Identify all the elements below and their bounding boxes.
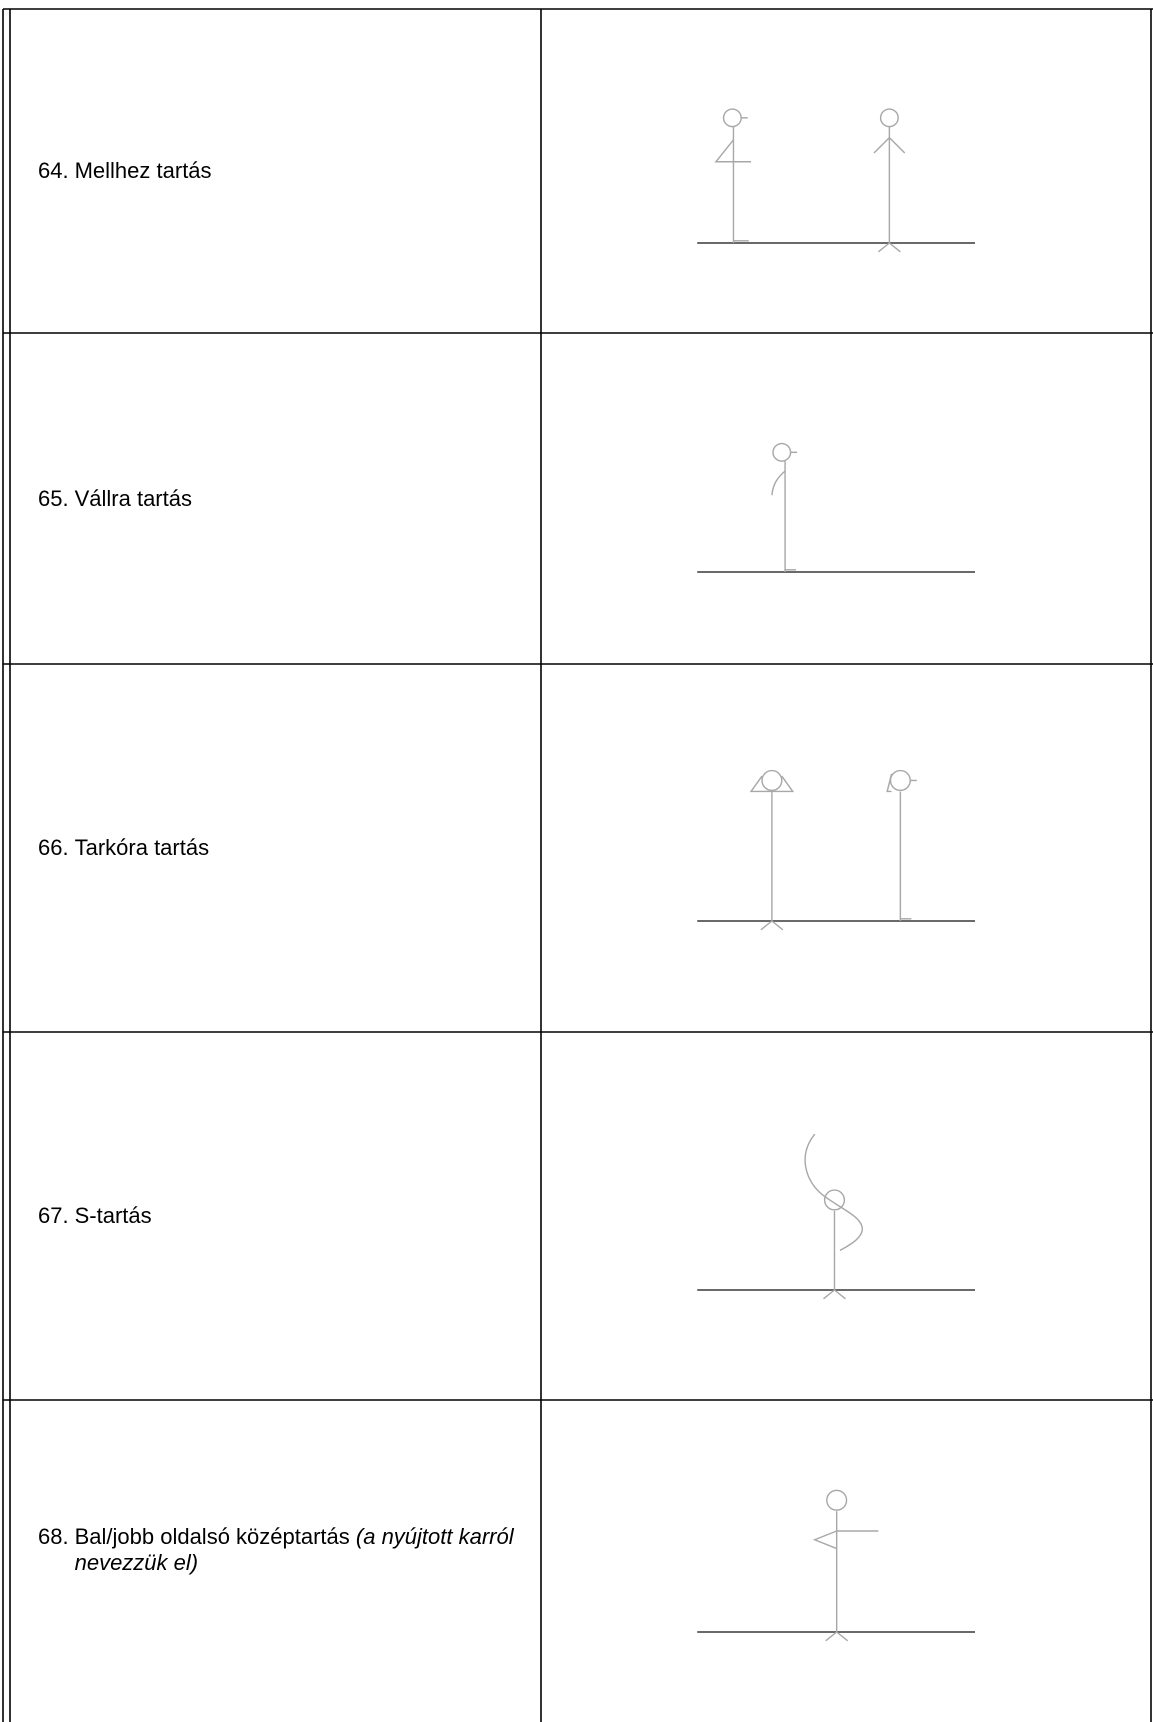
- table-cell: 67. S-tartás: [38, 1032, 518, 1400]
- item-text: S-tartás: [74, 1203, 152, 1228]
- item-number: 68.: [38, 1524, 69, 1549]
- item-text: Mellhez tartás: [74, 158, 212, 183]
- figure-drawing: [697, 769, 976, 931]
- table-cell: 68. Bal/jobb oldalsó középtartás (a nyújt…: [38, 1400, 518, 1700]
- item-text: Bal/jobb oldalsó középtartás: [74, 1524, 350, 1549]
- item-text: Tarkóra tartás: [74, 835, 210, 860]
- table-cell: 64. Mellhez tartás: [38, 9, 518, 333]
- figure-drawing: [697, 1489, 976, 1642]
- item-number: 67.: [38, 1203, 69, 1228]
- table-cell: 66. Tarkóra tartás: [38, 664, 518, 1032]
- item-number: 64.: [38, 158, 69, 183]
- item-number: 66.: [38, 835, 69, 860]
- table-cell: 65. Vállra tartás: [38, 333, 518, 664]
- figure-drawing: [697, 1133, 976, 1300]
- figure-drawing: [697, 108, 976, 253]
- item-text: Vállra tartás: [74, 485, 192, 511]
- figure-drawing: [697, 442, 976, 573]
- item-note: (a nyújtott karról nevezzük el): [74, 1524, 514, 1575]
- item-number: 65.: [38, 485, 69, 511]
